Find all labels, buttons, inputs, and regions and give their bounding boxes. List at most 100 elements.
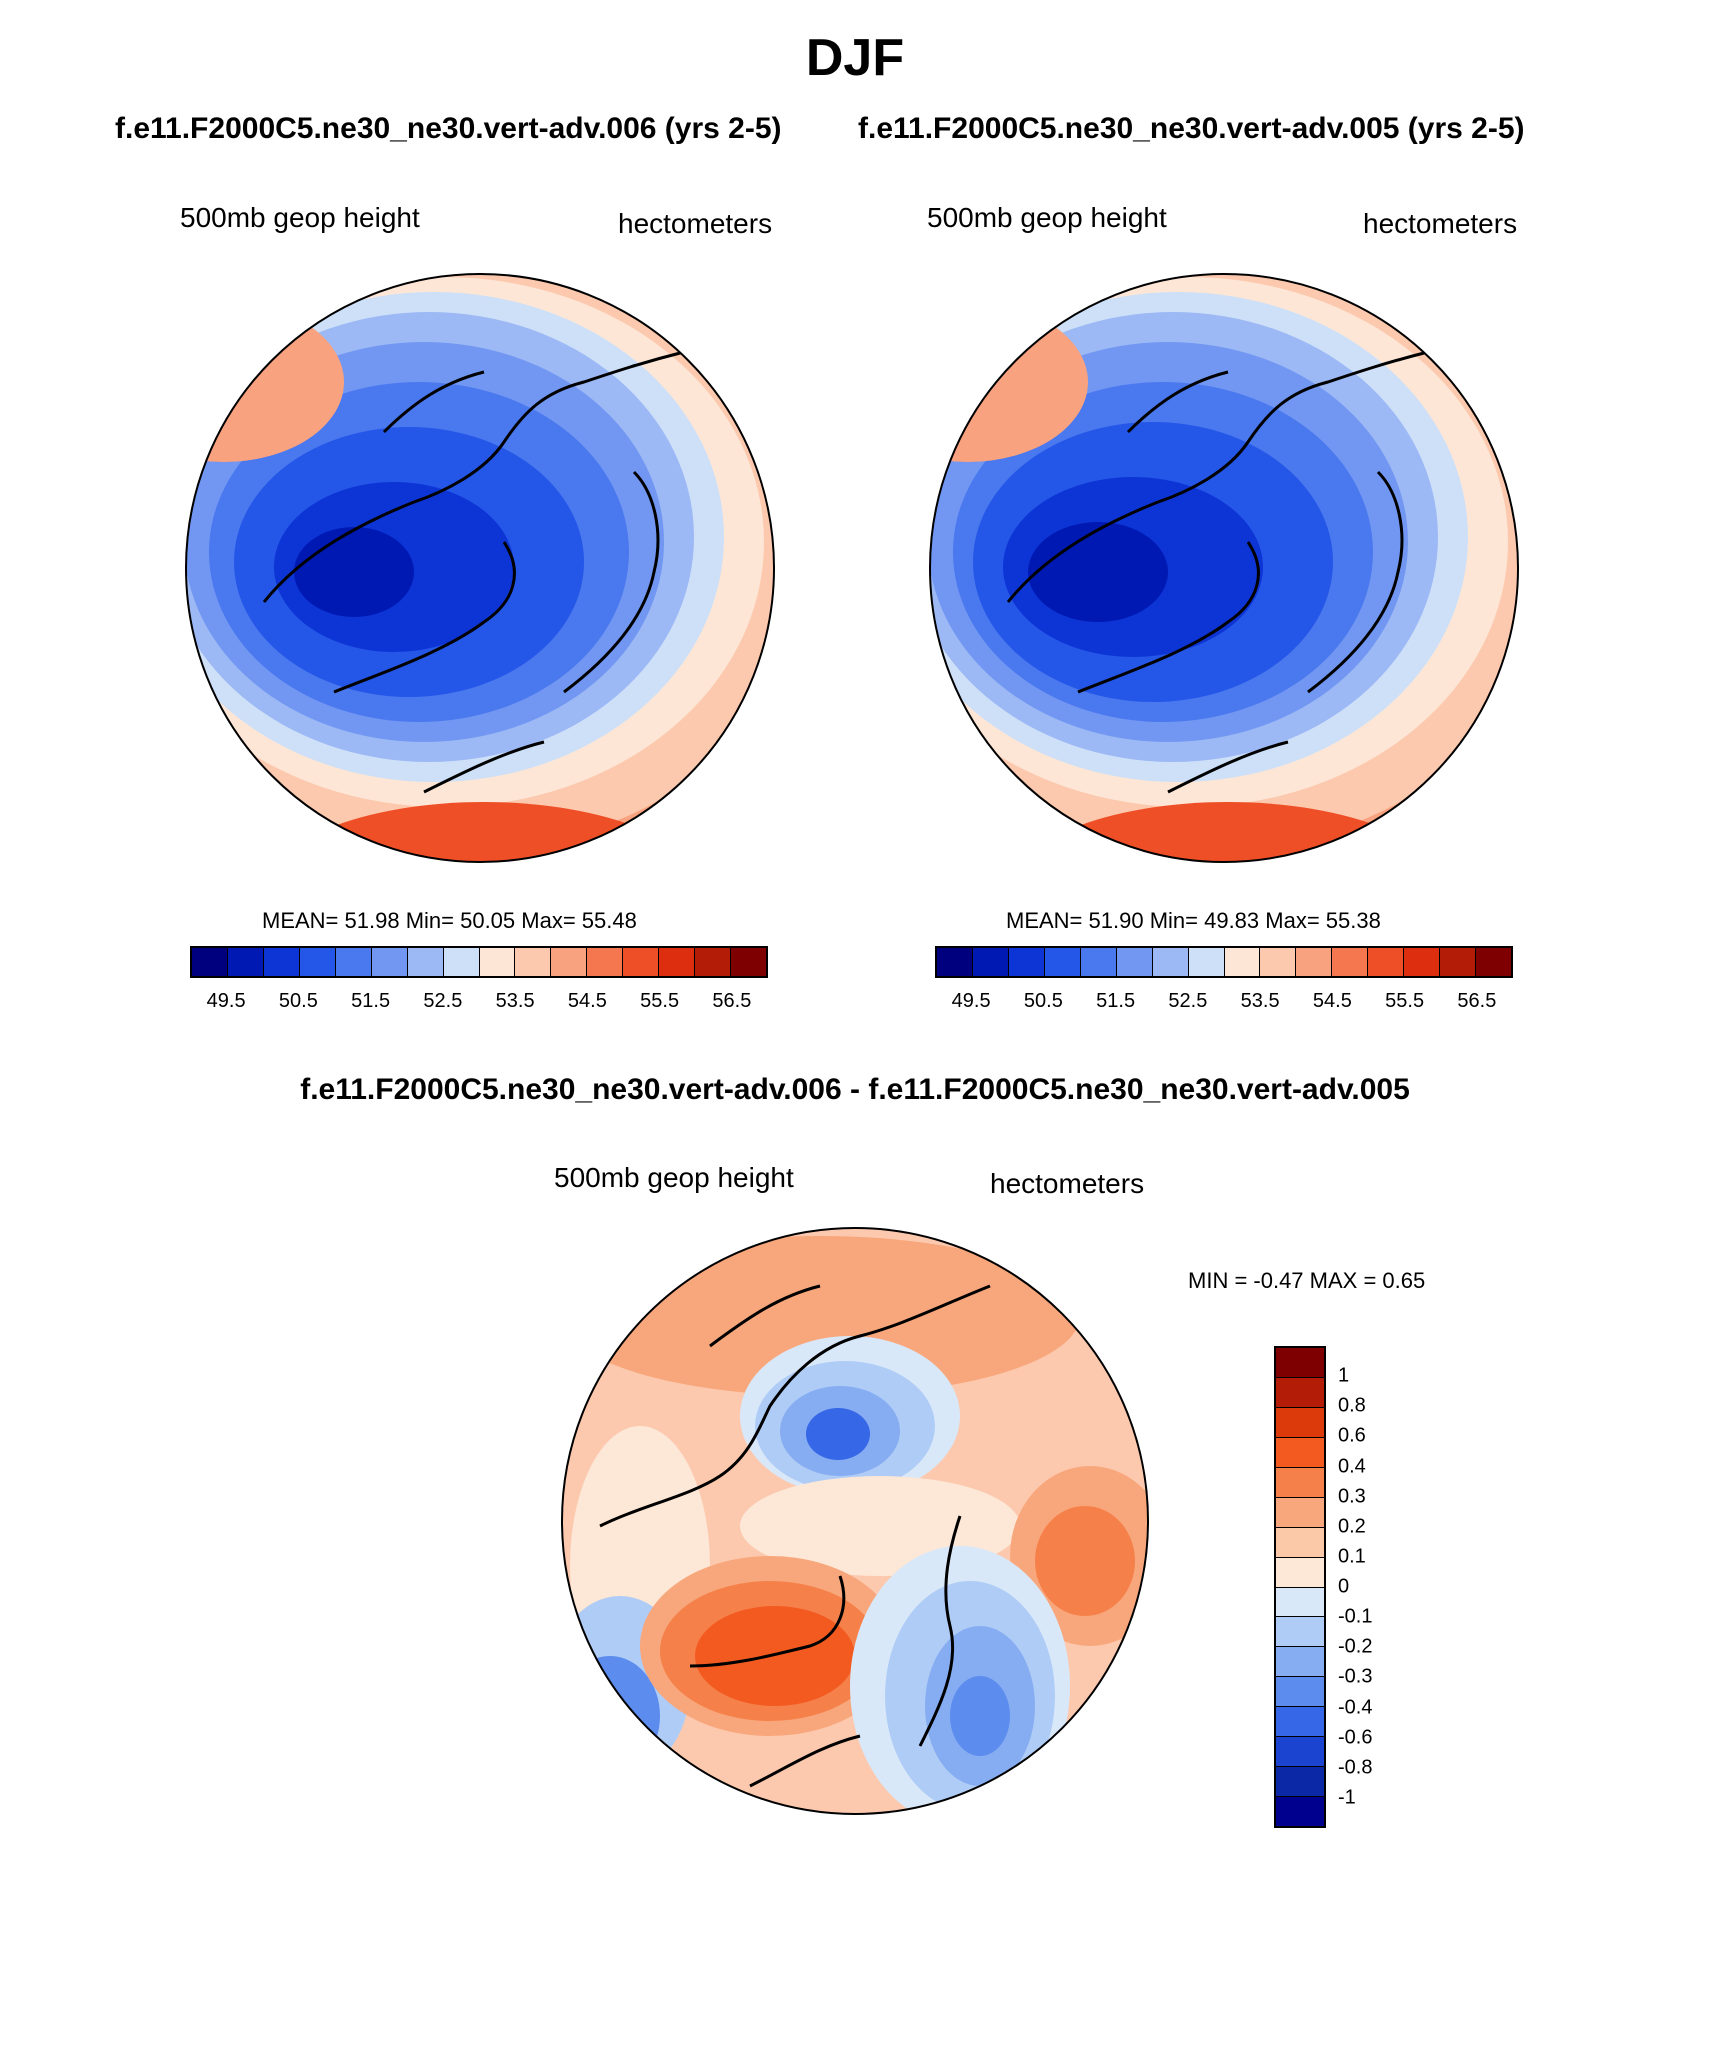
right-units-label: hectometers — [1363, 208, 1518, 239]
right-colorbar-swatch — [1044, 948, 1081, 976]
left-colorbar-swatch — [263, 948, 300, 976]
diff-colorbar-label: -1 — [1338, 1786, 1356, 1809]
right-colorbar-swatch — [1332, 948, 1369, 976]
right-stats: MEAN= 51.90 Min= 49.83 Max= 55.38 — [1006, 908, 1381, 933]
diff-colorbar-label: 0.6 — [1338, 1424, 1366, 1447]
left-colorbar-tick-label: 53.5 — [495, 990, 535, 1012]
left-colorbar-tick-label: 52.5 — [423, 990, 463, 1012]
diff-colorbar-swatch — [1276, 1587, 1324, 1618]
diff-units-label: hectometers — [990, 1168, 1145, 1199]
right-polar-map — [929, 273, 1519, 863]
diff-colorbar-swatch — [1276, 1647, 1324, 1678]
left-colorbar-swatch — [335, 948, 372, 976]
diff-coastlines — [599, 1284, 991, 1788]
right-colorbar-swatch — [1368, 948, 1405, 976]
left-colorbar-swatch — [407, 948, 444, 976]
left-colorbar-tick-label: 55.5 — [640, 990, 680, 1012]
left-colorbar — [190, 946, 768, 978]
left-colorbar-swatch — [227, 948, 264, 976]
right-colorbar-tick-label: 55.5 — [1385, 990, 1425, 1012]
diff-colorbar-swatch — [1276, 1377, 1324, 1408]
difference-polar-map — [561, 1227, 1149, 1815]
right-colorbar-swatch — [1224, 948, 1261, 976]
left-colorbar-tick-label: 56.5 — [712, 990, 752, 1012]
right-colorbar-tick-label: 49.5 — [951, 990, 991, 1012]
left-colorbar-swatch — [551, 948, 588, 976]
diff-colorbar-swatch — [1276, 1497, 1324, 1528]
diff-colorbar-label: -0.6 — [1338, 1726, 1373, 1749]
right-colorbar-swatch — [937, 948, 973, 976]
left-stats: MEAN= 51.98 Min= 50.05 Max= 55.48 — [262, 908, 637, 933]
right-colorbar-tick-label: 53.5 — [1240, 990, 1280, 1012]
diff-colorbar-swatch — [1276, 1707, 1324, 1738]
left-units-label: hectometers — [618, 208, 773, 239]
left-polar-map — [185, 273, 775, 863]
diff-colorbar-label: -0.3 — [1338, 1665, 1373, 1688]
right-colorbar — [935, 946, 1513, 978]
main-title: DJF — [805, 29, 905, 87]
diff-colorbar-label: -0.8 — [1338, 1756, 1373, 1779]
left-colorbar-swatch — [623, 948, 660, 976]
right-colorbar-tick-label: 51.5 — [1096, 990, 1136, 1012]
diff-colorbar-label: 1 — [1338, 1364, 1350, 1387]
diff-colorbar — [1274, 1346, 1326, 1828]
diff-colorbar-swatch — [1276, 1467, 1324, 1498]
case-title-right: f.e11.F2000C5.ne30_ne30.vert-adv.005 (yr… — [858, 112, 1525, 145]
diff-colorbar-swatch — [1276, 1767, 1324, 1798]
diff-colorbar-swatch — [1276, 1437, 1324, 1468]
diff-colorbar-label: -0.2 — [1338, 1635, 1373, 1658]
left-colorbar-swatch — [371, 948, 408, 976]
diff-colorbar-swatch — [1276, 1557, 1324, 1588]
left-colorbar-swatch — [515, 948, 552, 976]
right-colorbar-swatch — [1296, 948, 1333, 976]
right-colorbar-swatch — [1188, 948, 1225, 976]
right-coastlines — [1006, 350, 1429, 794]
left-colorbar-swatch — [587, 948, 624, 976]
right-colorbar-swatch — [1440, 948, 1477, 976]
diff-colorbar-label: -0.1 — [1338, 1605, 1373, 1628]
right-variable-label: 500mb geop height — [927, 202, 1167, 233]
diff-colorbar-label: 0.2 — [1338, 1515, 1366, 1538]
left-variable-label: 500mb geop height — [180, 202, 420, 233]
left-colorbar-swatch — [479, 948, 516, 976]
right-colorbar-swatch — [1260, 948, 1297, 976]
right-colorbar-tick-label: 54.5 — [1312, 990, 1352, 1012]
left-colorbar-tick-label: 50.5 — [278, 990, 318, 1012]
right-colorbar-swatch — [972, 948, 1009, 976]
diff-variable-label: 500mb geop height — [554, 1162, 794, 1193]
left-colorbar-swatch — [659, 948, 696, 976]
right-colorbar-swatch — [1116, 948, 1153, 976]
diff-colorbar-swatch — [1276, 1797, 1324, 1826]
left-colorbar-swatch — [695, 948, 732, 976]
right-colorbar-tick-label: 52.5 — [1168, 990, 1208, 1012]
right-colorbar-swatch — [1008, 948, 1045, 976]
diff-colorbar-swatch — [1276, 1677, 1324, 1708]
diff-stats: MIN = -0.47 MAX = 0.65 — [1188, 1268, 1426, 1293]
right-colorbar-tick-label: 56.5 — [1457, 990, 1497, 1012]
case-title-left: f.e11.F2000C5.ne30_ne30.vert-adv.006 (yr… — [115, 112, 782, 145]
diff-colorbar-swatch — [1276, 1617, 1324, 1648]
right-colorbar-tick-label: 50.5 — [1023, 990, 1063, 1012]
left-coastlines — [262, 350, 685, 794]
diff-colorbar-swatch — [1276, 1527, 1324, 1558]
left-colorbar-swatch — [299, 948, 336, 976]
diff-colorbar-label: 0.3 — [1338, 1485, 1366, 1508]
diff-colorbar-label: -0.4 — [1338, 1696, 1373, 1718]
left-colorbar-tick-label: 54.5 — [567, 990, 607, 1012]
diff-colorbar-label: 0.1 — [1338, 1545, 1366, 1568]
right-colorbar-swatch — [1080, 948, 1117, 976]
right-colorbar-swatch — [1152, 948, 1189, 976]
diff-colorbar-label: 0.4 — [1338, 1455, 1366, 1477]
difference-title: f.e11.F2000C5.ne30_ne30.vert-adv.006 - f… — [300, 1073, 1410, 1106]
diff-colorbar-swatch — [1276, 1348, 1324, 1378]
diff-colorbar-label: 0.8 — [1338, 1394, 1366, 1417]
diff-colorbar-swatch — [1276, 1737, 1324, 1768]
left-colorbar-swatch — [731, 948, 766, 976]
left-colorbar-tick-label: 51.5 — [351, 990, 391, 1012]
left-colorbar-swatch — [443, 948, 480, 976]
left-colorbar-swatch — [192, 948, 228, 976]
diff-colorbar-label: 0 — [1338, 1575, 1350, 1598]
diff-colorbar-swatch — [1276, 1407, 1324, 1438]
left-colorbar-tick-label: 49.5 — [206, 990, 246, 1012]
right-colorbar-swatch — [1476, 948, 1511, 976]
